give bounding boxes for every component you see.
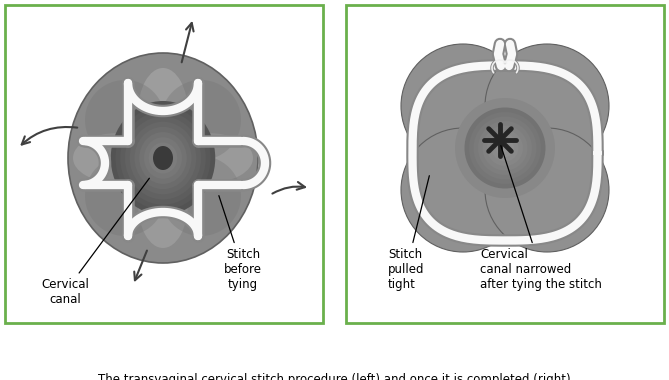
Ellipse shape xyxy=(144,137,182,179)
Ellipse shape xyxy=(153,148,173,168)
Ellipse shape xyxy=(500,144,510,152)
Ellipse shape xyxy=(482,125,527,171)
Text: Stitch
before
tying: Stitch before tying xyxy=(219,196,262,291)
Ellipse shape xyxy=(485,128,609,252)
Ellipse shape xyxy=(161,156,241,236)
Ellipse shape xyxy=(464,108,545,188)
Ellipse shape xyxy=(139,132,187,184)
Ellipse shape xyxy=(111,101,215,215)
Ellipse shape xyxy=(496,139,514,157)
Ellipse shape xyxy=(125,117,201,200)
Ellipse shape xyxy=(469,112,541,184)
Ellipse shape xyxy=(401,44,525,168)
Ellipse shape xyxy=(149,142,177,174)
Ellipse shape xyxy=(134,127,191,189)
Ellipse shape xyxy=(68,53,258,263)
Ellipse shape xyxy=(401,128,525,252)
Text: Cervical
canal: Cervical canal xyxy=(41,178,149,306)
Ellipse shape xyxy=(485,44,609,168)
Ellipse shape xyxy=(159,153,168,163)
Bar xyxy=(5,5,323,323)
Ellipse shape xyxy=(474,117,537,179)
Ellipse shape xyxy=(120,111,206,205)
Bar xyxy=(346,5,664,323)
Ellipse shape xyxy=(130,122,196,194)
Ellipse shape xyxy=(487,130,523,166)
Ellipse shape xyxy=(116,106,211,210)
Ellipse shape xyxy=(85,156,165,236)
Ellipse shape xyxy=(85,80,165,160)
Ellipse shape xyxy=(153,146,173,170)
Ellipse shape xyxy=(478,121,532,175)
Ellipse shape xyxy=(73,133,163,183)
Ellipse shape xyxy=(161,80,241,160)
Ellipse shape xyxy=(163,133,253,183)
Ellipse shape xyxy=(455,98,555,198)
Text: Cervical
canal narrowed
after tying the stitch: Cervical canal narrowed after tying the … xyxy=(480,146,602,291)
Text: Stitch
pulled
tight: Stitch pulled tight xyxy=(388,176,429,291)
Text: The transvaginal cervical stitch procedure (left) and once it is completed (righ: The transvaginal cervical stitch procedu… xyxy=(98,373,570,380)
Ellipse shape xyxy=(492,135,518,162)
Ellipse shape xyxy=(138,158,188,248)
Ellipse shape xyxy=(138,68,188,158)
